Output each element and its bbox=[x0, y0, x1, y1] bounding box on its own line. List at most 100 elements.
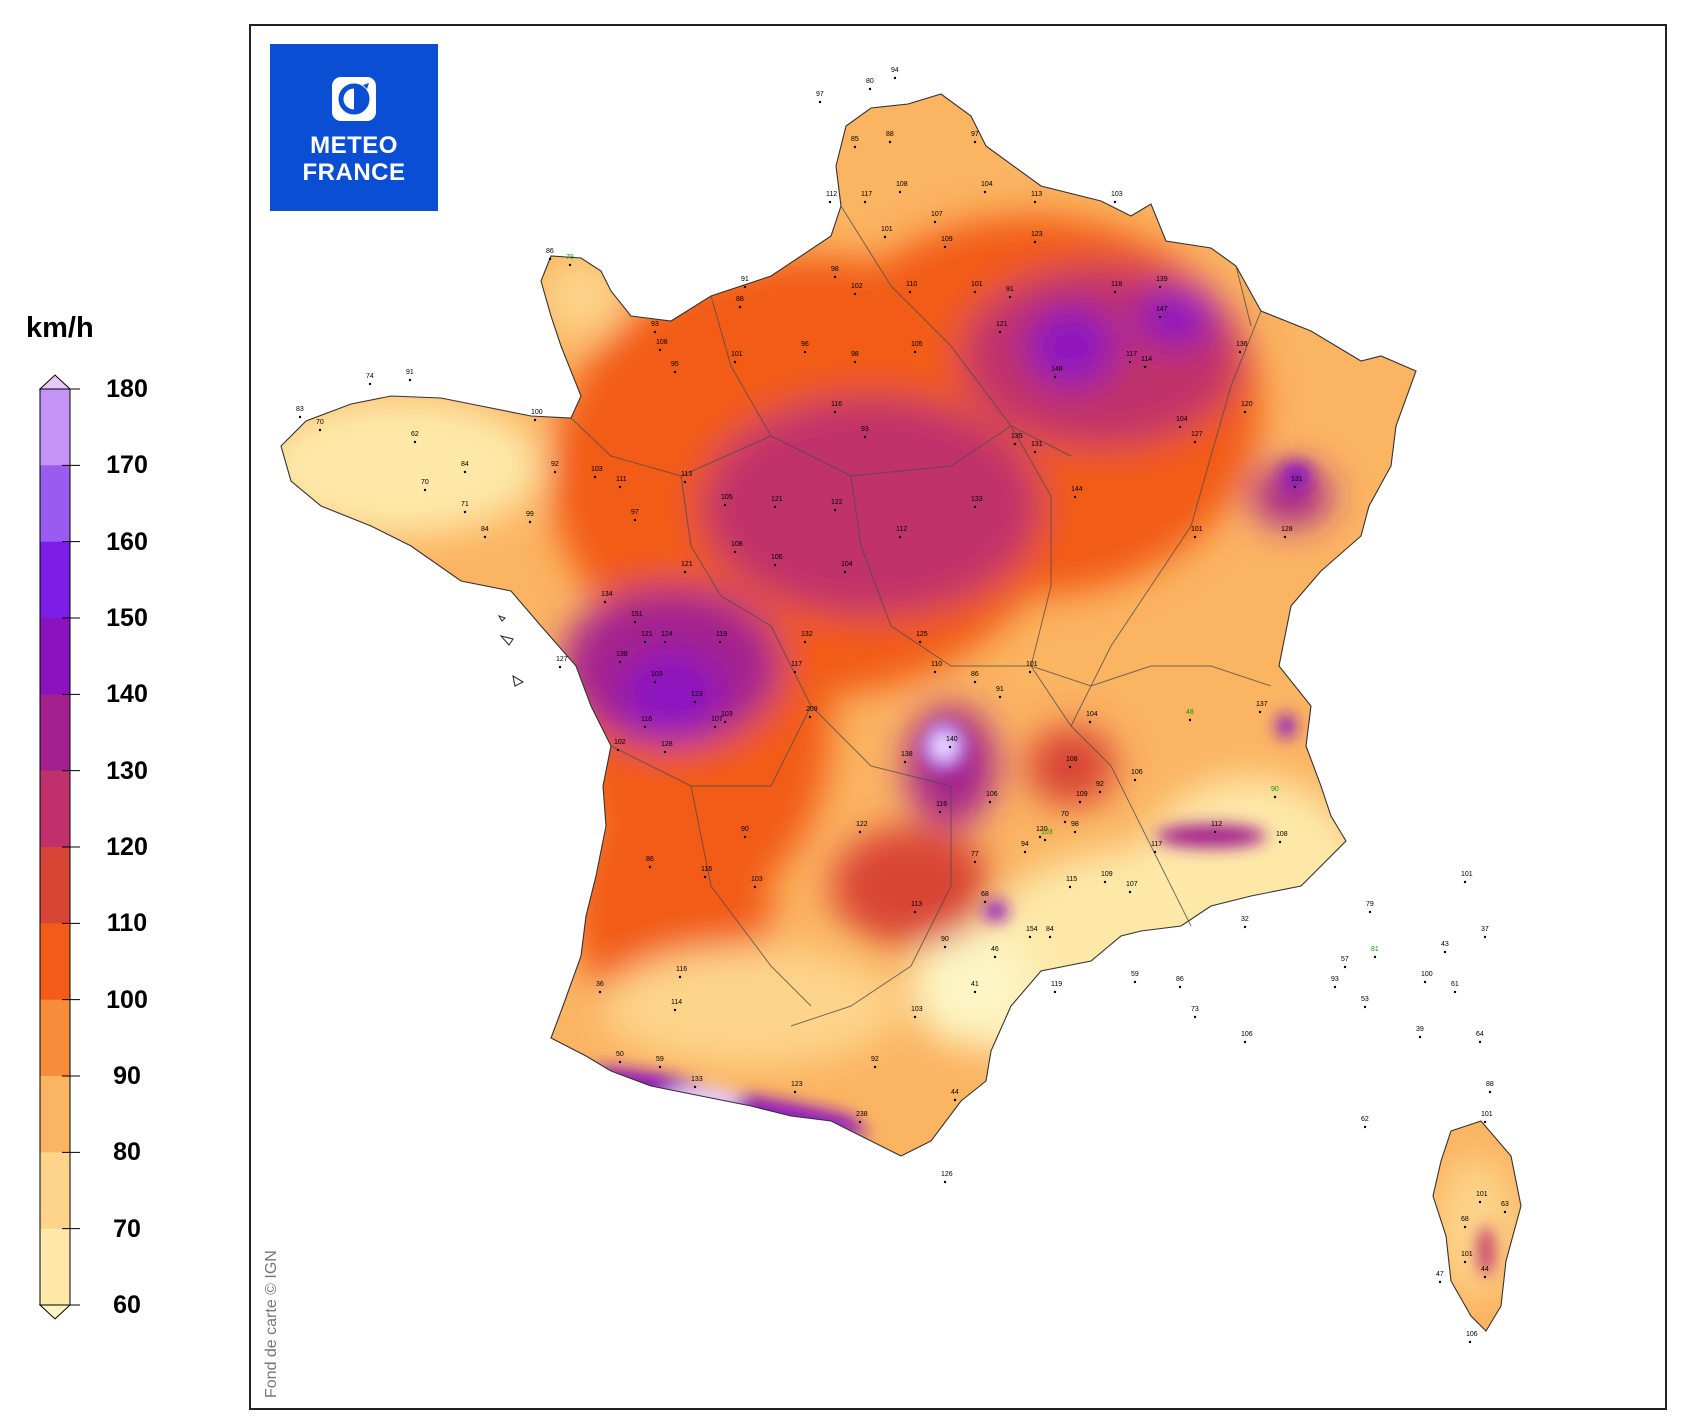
station-value: 104 bbox=[981, 181, 993, 188]
station-value: 103 bbox=[1111, 191, 1123, 198]
station-value: 109 bbox=[1101, 871, 1113, 878]
station-value: 108 bbox=[1066, 756, 1078, 763]
station-value: 93 bbox=[861, 426, 869, 433]
station-dot bbox=[463, 510, 467, 514]
station-value: 128 bbox=[661, 741, 673, 748]
station-value: 123 bbox=[691, 691, 703, 698]
station-dot bbox=[1033, 450, 1037, 454]
station-dot bbox=[423, 488, 427, 492]
station-dot bbox=[933, 670, 937, 674]
station-dot bbox=[1213, 830, 1217, 834]
station-dot bbox=[718, 640, 722, 644]
station-dot bbox=[1243, 410, 1247, 414]
station-value: 50 bbox=[616, 1051, 624, 1058]
station-dot bbox=[883, 235, 887, 239]
station-dot bbox=[858, 1120, 862, 1124]
station-value: 121 bbox=[641, 631, 653, 638]
station-dot bbox=[618, 485, 622, 489]
station-dot bbox=[898, 535, 902, 539]
map-credit: Fond de carte © IGN bbox=[263, 1250, 280, 1398]
station-dot bbox=[833, 508, 837, 512]
station-dot bbox=[973, 290, 977, 294]
station-dot bbox=[1008, 295, 1012, 299]
station-dot bbox=[1243, 1040, 1247, 1044]
station-dot bbox=[1343, 965, 1347, 969]
station-dot bbox=[1488, 1090, 1492, 1094]
station-dot bbox=[1468, 1340, 1472, 1344]
station-dot bbox=[893, 76, 897, 80]
legend: km/h 180 170 160 150 140 130 120 110 100 90 80 70 60 bbox=[0, 0, 240, 1416]
station-value: 84 bbox=[1046, 926, 1054, 933]
station-value: 95 bbox=[671, 361, 679, 368]
station-dot bbox=[1088, 720, 1092, 724]
station-dot bbox=[868, 87, 872, 91]
gust-field bbox=[281, 94, 1521, 1331]
station-dot bbox=[653, 330, 657, 334]
colorbar bbox=[38, 374, 80, 1320]
station-value: 116 bbox=[936, 801, 947, 808]
station-dot bbox=[1063, 820, 1067, 824]
station-value: 116 bbox=[676, 966, 687, 973]
station-value: 108 bbox=[656, 339, 668, 346]
station-value: 88 bbox=[886, 131, 894, 138]
station-dot bbox=[743, 835, 747, 839]
station-value: 105 bbox=[911, 341, 923, 348]
station-dot bbox=[1283, 535, 1287, 539]
station-value: 116 bbox=[641, 716, 652, 723]
station-value: 133 bbox=[971, 496, 983, 503]
station-dot bbox=[1073, 495, 1077, 499]
station-value: 64 bbox=[1476, 1031, 1484, 1038]
station-dot bbox=[1443, 950, 1447, 954]
station-value: 94 bbox=[1021, 841, 1029, 848]
station-dot bbox=[643, 640, 647, 644]
station-dot bbox=[993, 955, 997, 959]
station-value: 112 bbox=[896, 526, 907, 533]
station-dot bbox=[1133, 778, 1137, 782]
station-value: 138 bbox=[616, 651, 628, 658]
station-dot bbox=[1193, 535, 1197, 539]
station-value: 93 bbox=[651, 321, 659, 328]
station-value: 108 bbox=[896, 181, 908, 188]
station-value: 92 bbox=[551, 461, 559, 468]
station-dot bbox=[1048, 935, 1052, 939]
station-dot bbox=[616, 748, 620, 752]
station-dot bbox=[1043, 838, 1047, 842]
station-value: 101 bbox=[1461, 871, 1473, 878]
station-dot bbox=[913, 350, 917, 354]
station-value: 137 bbox=[1256, 701, 1268, 708]
station-dot bbox=[1463, 880, 1467, 884]
station-dot bbox=[463, 470, 467, 474]
station-value: 86 bbox=[971, 671, 979, 678]
station-dot bbox=[943, 945, 947, 949]
station-dot bbox=[973, 140, 977, 144]
station-dot bbox=[1193, 440, 1197, 444]
station-dot bbox=[1013, 442, 1017, 446]
station-value: 135 bbox=[1011, 433, 1023, 440]
meteo-france-logo-mark bbox=[332, 77, 376, 121]
station-value: 119 bbox=[716, 631, 727, 638]
station-dot bbox=[318, 428, 322, 432]
colorbar-tick-label: 150 bbox=[106, 604, 148, 632]
station-value: 101 bbox=[1476, 1191, 1488, 1198]
station-dot bbox=[408, 378, 412, 382]
station-dot bbox=[773, 505, 777, 509]
station-value: 70 bbox=[1061, 811, 1069, 818]
colorbar-band bbox=[40, 770, 70, 848]
station-value: 114 bbox=[671, 999, 682, 1006]
station-dot bbox=[873, 1065, 877, 1069]
station-dot bbox=[1238, 350, 1242, 354]
station-value: 238 bbox=[856, 1111, 868, 1118]
colorbar-tick-label: 90 bbox=[113, 1062, 141, 1090]
station-dot bbox=[1293, 485, 1297, 489]
station-dot bbox=[603, 600, 607, 604]
station-dot bbox=[723, 503, 727, 507]
station-value: 112 bbox=[1211, 821, 1222, 828]
station-value: 154 bbox=[1026, 926, 1038, 933]
station-dot bbox=[1143, 365, 1147, 369]
station-value: 97 bbox=[631, 509, 639, 516]
station-dot bbox=[983, 900, 987, 904]
station-value: 121 bbox=[996, 321, 1008, 328]
station-value: 101 bbox=[1191, 526, 1203, 533]
station-value: 116 bbox=[701, 866, 712, 873]
station-dot bbox=[673, 1008, 677, 1012]
